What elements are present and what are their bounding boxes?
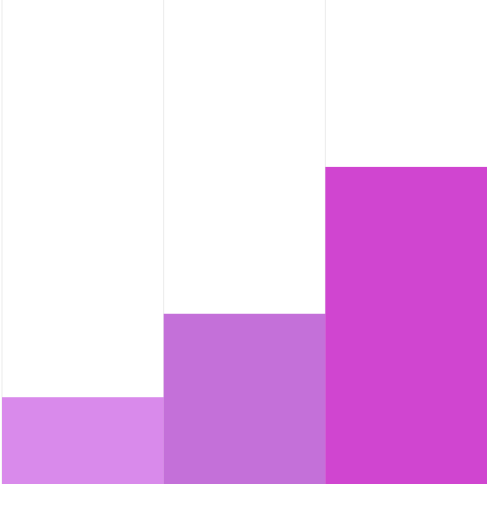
bars [2, 166, 487, 484]
bar [163, 313, 326, 484]
bar [2, 397, 164, 484]
bar [325, 166, 487, 484]
